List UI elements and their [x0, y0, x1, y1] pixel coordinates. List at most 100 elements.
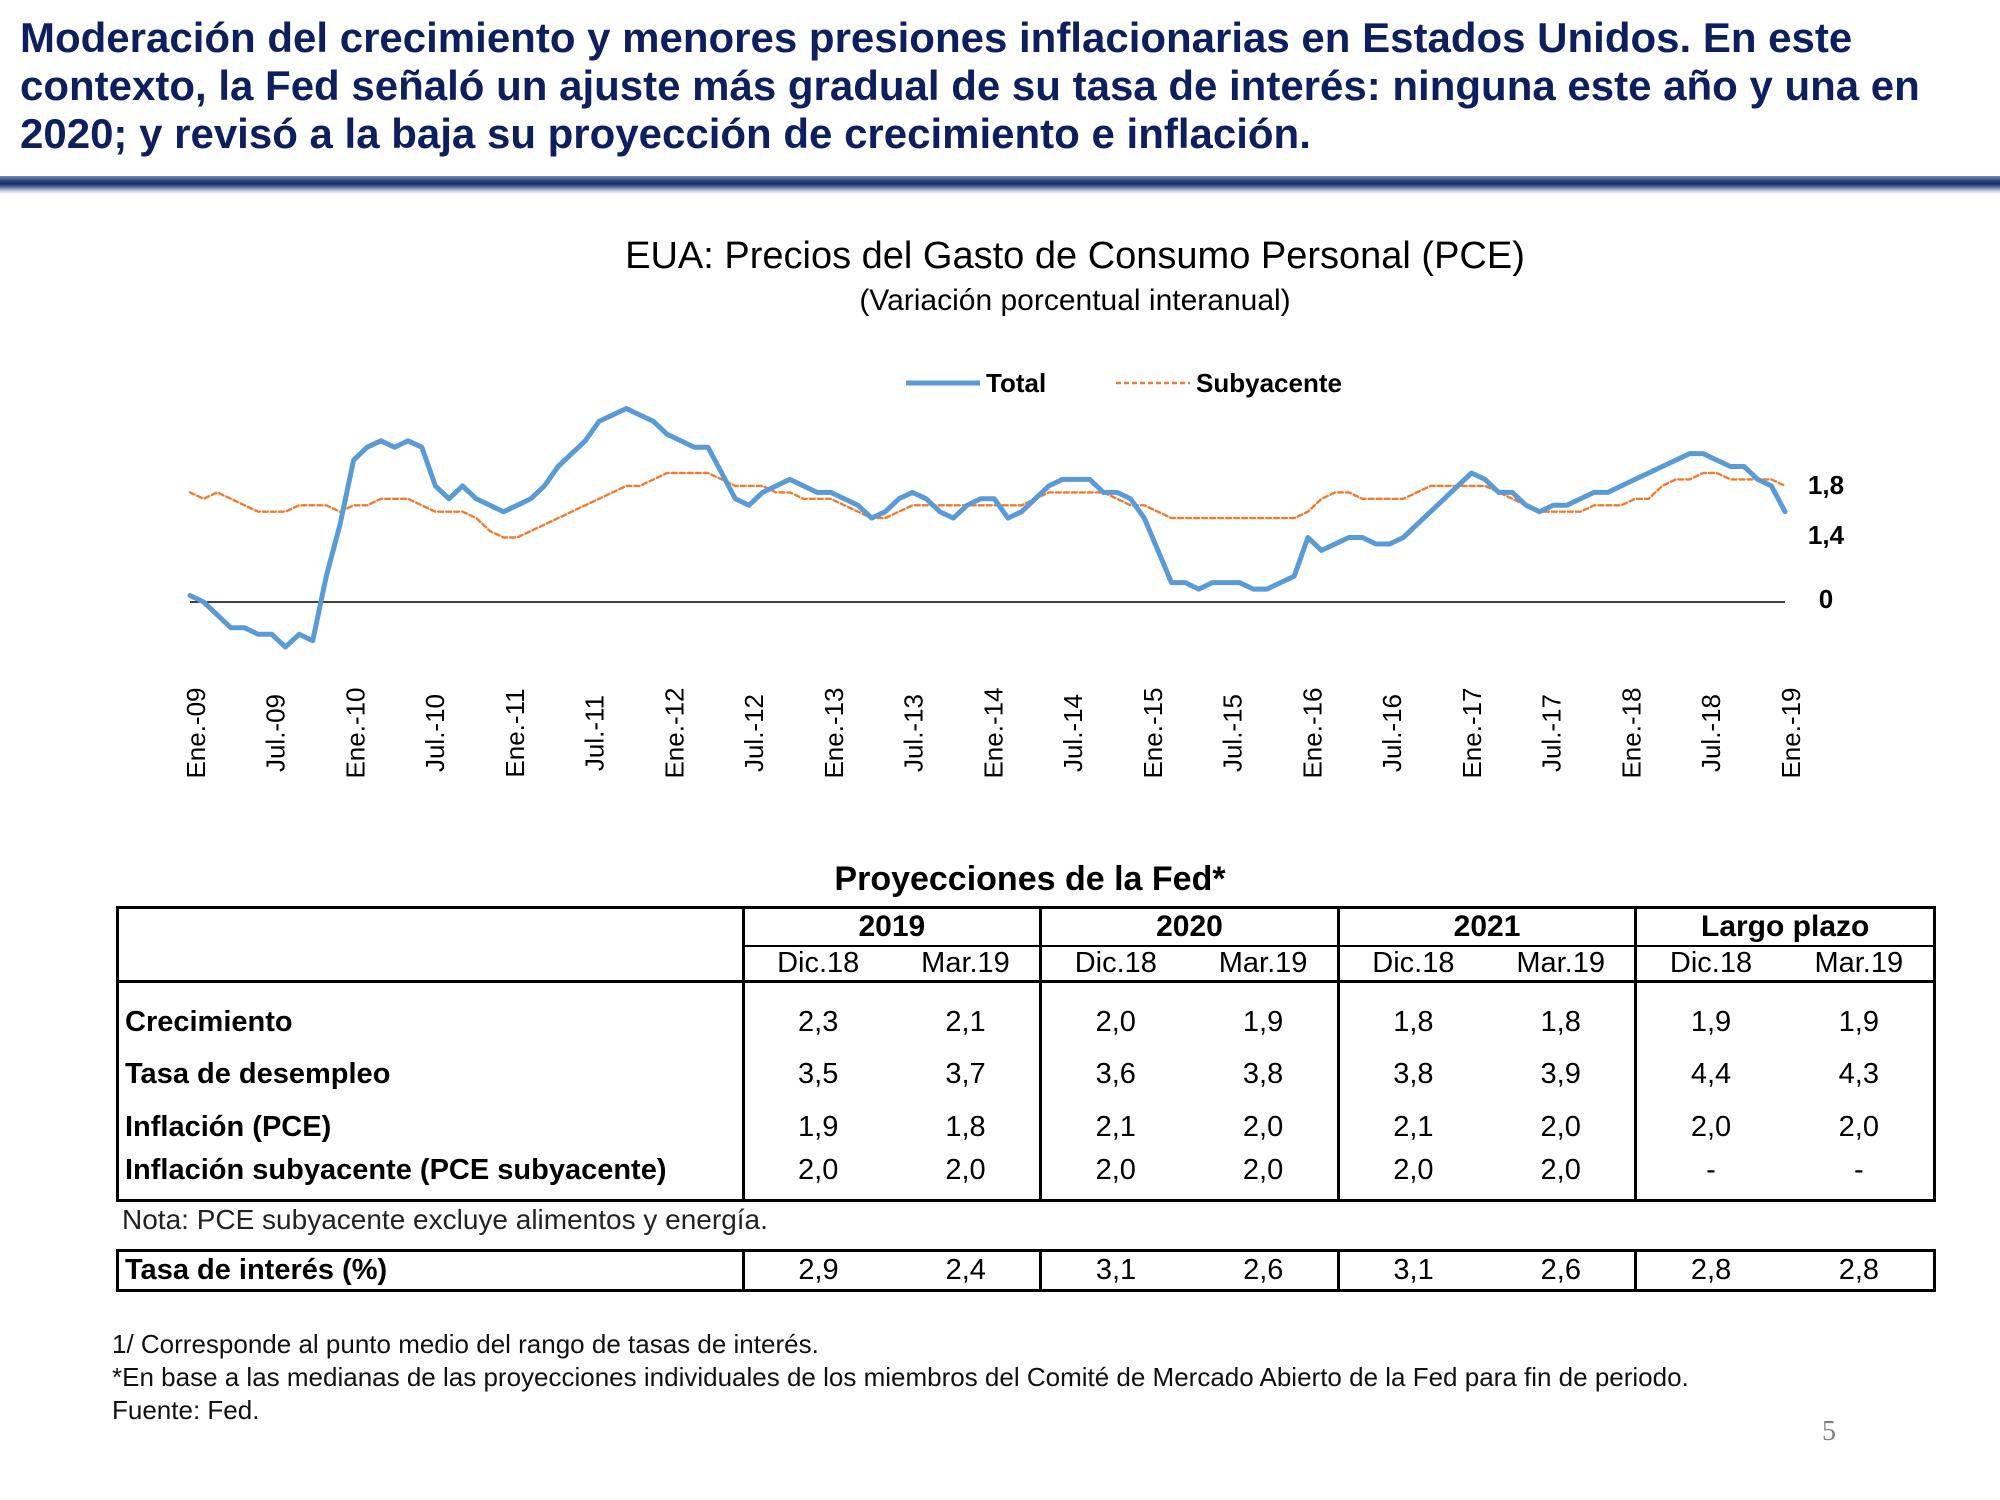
- row-label: Inflación (PCE): [116, 1101, 745, 1154]
- table-cell: 3,6: [1095, 1058, 1136, 1090]
- table-cell: 1,8: [1487, 981, 1638, 1048]
- row-label: Tasa de interés (%): [117, 1250, 745, 1291]
- y-annotation-label: 1,8: [1808, 470, 1844, 500]
- row-label: Crecimiento: [116, 981, 745, 1048]
- table-cell: 3,8: [1189, 1048, 1340, 1101]
- projections-title: Proyecciones de la Fed*: [834, 860, 1226, 898]
- series-layer: [187, 406, 1788, 650]
- chart-title: EUA: Precios del Gasto de Consumo Person…: [625, 235, 1525, 277]
- table-cell: 2,1: [1095, 1111, 1136, 1143]
- interest-rate-row: Tasa de interés (%) 2,9 2,4 3,1 2,6 3,1 …: [117, 1250, 1935, 1291]
- y-annotations: 1,8 1,4 0: [1808, 470, 1845, 614]
- table-cell: 2,6: [1189, 1250, 1340, 1291]
- table-row: Tasa de desempleo 3,5 3,7 3,6 3,8 3,8 3,…: [116, 1048, 1936, 1101]
- footnote-source: Fuente: Fed.: [112, 1395, 260, 1425]
- table-cell: -: [1784, 1154, 1936, 1202]
- table-cell: 2,0: [1487, 1154, 1638, 1202]
- chart-legend: Total Subyacente: [906, 368, 1342, 398]
- x-tick-label: Jul.-17: [1537, 694, 1567, 772]
- x-tick-label: Jul.-13: [899, 694, 929, 772]
- table-cell: 1,8: [1393, 1005, 1434, 1038]
- table-cell: 1,9: [1690, 1005, 1732, 1038]
- legend-label-subyacente: Subyacente: [1196, 368, 1342, 398]
- table-cell: 3,1: [1095, 1254, 1137, 1286]
- sub-header: Dic.18: [777, 946, 860, 979]
- page-number: 5: [1822, 1416, 1836, 1447]
- sub-header: Dic.18: [1372, 946, 1455, 979]
- title-rule: [0, 176, 2000, 194]
- year-largo-plazo: Largo plazo: [1635, 906, 1936, 947]
- x-tick-label: Jul.-18: [1696, 694, 1726, 772]
- sub-header: Dic.18: [1074, 946, 1157, 979]
- sub-header: Mar.19: [891, 945, 1043, 981]
- x-tick-label: Ene.-14: [978, 687, 1008, 778]
- table-cell: -: [1635, 1154, 1785, 1202]
- table-cell: 1,9: [1189, 981, 1340, 1048]
- x-tick-label: Ene.-18: [1616, 687, 1646, 778]
- x-tick-label: Ene.-13: [819, 687, 849, 778]
- table-cell: 3,8: [1393, 1058, 1434, 1090]
- x-tick-label: Jul.-11: [580, 695, 610, 771]
- sub-header: Mar.19: [1784, 945, 1936, 981]
- table-cell: 2,6: [1487, 1250, 1638, 1291]
- table-cell: 1,9: [798, 1111, 839, 1143]
- footnotes: 1/ Corresponde al punto medio del rango …: [112, 1328, 1689, 1427]
- table-cell: 2,8: [1838, 1254, 1880, 1286]
- x-axis-ticks: Ene.-09 Jul.-09 Ene.-10 Jul.-10 Ene.-11 Jul.-…: [181, 687, 1806, 778]
- table-cell: 2,8: [1690, 1254, 1732, 1286]
- series-line-total: [187, 406, 1788, 650]
- x-tick-label: Jul.-15: [1218, 694, 1248, 772]
- footnote-2: *En base a las medianas de las proyeccio…: [112, 1362, 1689, 1392]
- table-cell: 2,0: [1095, 1005, 1136, 1038]
- table-cell: 2,0: [1189, 1101, 1340, 1154]
- x-tick-label: Jul.-16: [1377, 694, 1407, 772]
- table-cell: 2,3: [798, 1005, 839, 1038]
- table-cell: 4,4: [1690, 1058, 1732, 1090]
- year-header-row: 2019 2020 2021 Largo plazo: [116, 906, 1936, 981]
- table-cell: 4,3: [1784, 1048, 1936, 1101]
- x-tick-label: Ene.-09: [181, 687, 211, 778]
- table-cell: 1,8: [891, 1101, 1043, 1154]
- pce-line-chart: Total Subyacente Ene.-09 Jul.-09 Ene.-10 Jul…: [181, 368, 1845, 779]
- header-blank-cell: [116, 906, 745, 981]
- table-row: Crecimiento 2,3 2,1 2,0 1,9 1,8 1,8 1,9 …: [116, 981, 1936, 1048]
- chart-subtitle: (Variación porcentual interanual): [859, 284, 1291, 317]
- table-cell: 3,1: [1393, 1254, 1434, 1286]
- series-line-subyacente: [188, 471, 1787, 539]
- table-cell: 3,9: [1487, 1048, 1638, 1101]
- interest-rate-table: Tasa de interés (%) 2,9 2,4 3,1 2,6 3,1 …: [116, 1249, 1936, 1292]
- x-tick-label: Ene.-16: [1297, 687, 1327, 778]
- footnote-1: 1/ Corresponde al punto medio del rango …: [112, 1329, 819, 1359]
- x-tick-label: Jul.-14: [1058, 694, 1088, 772]
- table-cell: 2,0: [1040, 1154, 1190, 1202]
- table-note: Nota: PCE subyacente excluye alimentos y…: [122, 1204, 768, 1235]
- year-2021: 2021: [1338, 906, 1638, 947]
- table-cell: 1,9: [1784, 981, 1936, 1048]
- table-cell: 2,0: [1487, 1101, 1638, 1154]
- y-annotation-label: 0: [1819, 584, 1833, 614]
- x-tick-label: Ene.-19: [1776, 687, 1806, 778]
- x-tick-label: Ene.-17: [1457, 687, 1487, 778]
- x-tick-label: Jul.-09: [261, 694, 291, 772]
- x-tick-label: Jul.-10: [420, 694, 450, 772]
- sub-header: Dic.18: [1669, 946, 1753, 979]
- x-tick-label: Ene.-15: [1138, 687, 1168, 778]
- x-tick-label: Ene.-10: [340, 687, 370, 778]
- year-2020: 2020: [1040, 906, 1340, 947]
- table-cell: 2,0: [743, 1154, 892, 1202]
- table-cell: 2,9: [798, 1254, 839, 1286]
- table-cell: 2,0: [1784, 1101, 1936, 1154]
- sub-header: Mar.19: [1189, 945, 1340, 981]
- table-cell: 2,0: [1189, 1154, 1340, 1202]
- table-cell: 3,5: [798, 1058, 839, 1090]
- x-tick-label: Ene.-11: [500, 688, 530, 777]
- sub-header-row: Dic.18 Mar.19 Dic.18 Mar.19 Dic.18 Mar.1…: [118, 945, 1936, 981]
- table-cell: 2,1: [1393, 1111, 1434, 1143]
- x-tick-label: Jul.-12: [739, 694, 769, 772]
- row-label: Inflación subyacente (PCE subyacente): [116, 1154, 745, 1202]
- headline: Moderación del crecimiento y menores pre…: [20, 14, 1920, 157]
- year-2019: 2019: [743, 906, 1043, 947]
- y-annotation-label: 1,4: [1808, 520, 1845, 550]
- table-row: Inflación subyacente (PCE subyacente) 2,…: [116, 1154, 1936, 1202]
- table-cell: 2,0: [891, 1154, 1043, 1202]
